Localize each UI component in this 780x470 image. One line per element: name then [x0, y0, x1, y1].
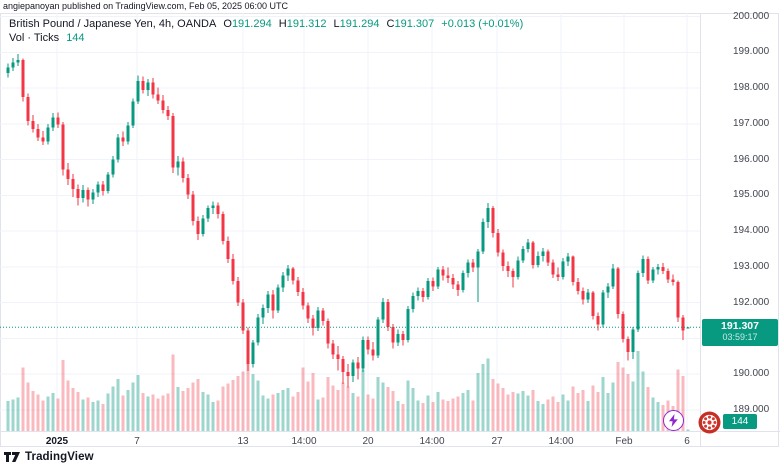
- change-value: +0.013 (+0.01%): [441, 18, 524, 30]
- time-axis-label: 2025: [45, 436, 69, 447]
- volume-badge: 144: [723, 414, 757, 429]
- time-axis-separator: [0, 431, 780, 432]
- close-value: 191.307: [394, 18, 435, 30]
- time-axis-label: Feb: [615, 436, 633, 447]
- symbol-title[interactable]: British Pound / Japanese Yen, 4h, OANDA: [9, 18, 217, 30]
- volume-header: Vol · Ticks 144: [9, 31, 85, 45]
- price-axis-separator: [700, 13, 701, 447]
- time-axis-label: 13: [237, 436, 249, 447]
- time-axis-label: 20: [362, 436, 374, 447]
- price-axis-label: 194.000: [733, 225, 770, 236]
- chart-frame: [0, 13, 779, 447]
- price-axis-label: 193.000: [733, 260, 770, 272]
- tradingview-logo-text: TradingView: [25, 451, 94, 463]
- price-axis-label: 200.000: [733, 10, 770, 22]
- price-axis-label: 190.000: [733, 368, 770, 379]
- price-axis-label: 195.000: [733, 189, 770, 201]
- time-axis-label: 6: [684, 436, 690, 447]
- volume-label: Vol · Ticks: [9, 32, 60, 44]
- time-axis-label: 7: [134, 436, 140, 447]
- tradingview-logo[interactable]: TradingView: [4, 450, 94, 464]
- high-field: H191.312: [278, 18, 327, 30]
- high-value: 191.312: [286, 18, 327, 30]
- ohlc-header: British Pound / Japanese Yen, 4h, OANDA …: [9, 17, 523, 31]
- price-axis-label: 196.000: [733, 153, 770, 165]
- tradingview-logo-icon: [4, 452, 20, 462]
- time-axis-label: 14:00: [419, 436, 445, 447]
- boost-button[interactable]: [663, 410, 684, 431]
- close-field: C191.307: [386, 18, 435, 30]
- published-byline: angiepanoyan published on TradingView.co…: [3, 1, 289, 11]
- time-axis-label: 14:00: [548, 436, 574, 447]
- time-axis-label: 27: [491, 436, 503, 447]
- price-axis-label: 199.000: [733, 46, 770, 58]
- open-value: 191.294: [231, 18, 272, 30]
- red-wheel-sticker-icon[interactable]: [698, 411, 721, 434]
- price-axis-label: 189.000: [733, 403, 770, 415]
- open-field: O191.294: [223, 18, 272, 30]
- low-value: 191.294: [339, 18, 380, 30]
- price-axis-label: 192.000: [733, 296, 770, 308]
- price-axis-label: 198.000: [733, 82, 770, 93]
- current-price-badge: 191.307 03:59:17: [702, 319, 778, 347]
- price-axis-label: 197.000: [733, 117, 770, 129]
- lightning-icon: [669, 414, 678, 427]
- low-field: L191.294: [333, 18, 380, 30]
- time-axis-label: 14:00: [291, 436, 317, 447]
- candle-countdown: 03:59:17: [722, 332, 758, 343]
- current-price: 191.307: [721, 320, 759, 333]
- volume-value: 144: [66, 32, 85, 44]
